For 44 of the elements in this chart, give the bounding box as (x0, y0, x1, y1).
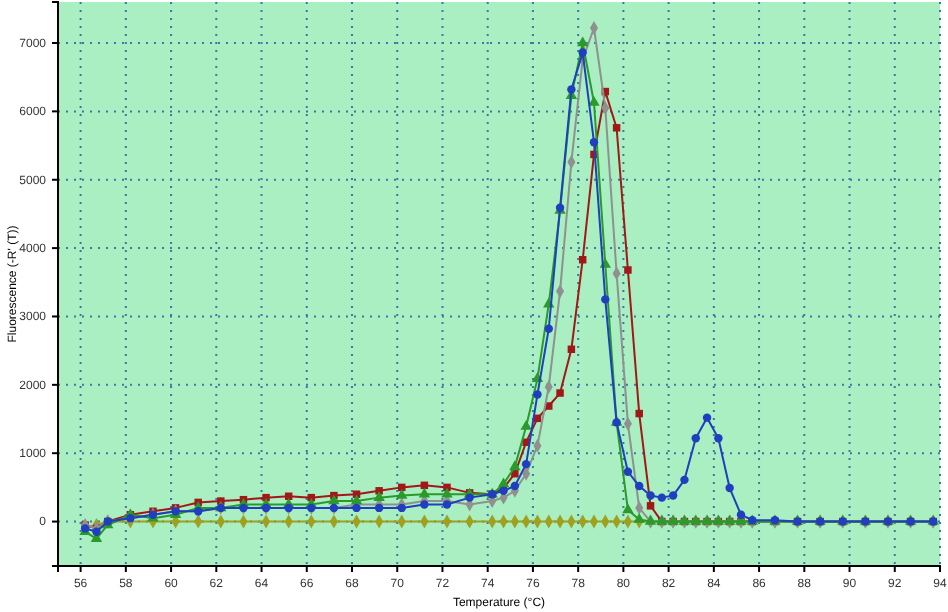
point (420, 500, 429, 509)
point (623, 467, 633, 476)
point (624, 266, 632, 274)
point (646, 502, 655, 510)
point (622, 503, 634, 514)
point (633, 512, 645, 523)
point (520, 419, 532, 430)
point (702, 413, 712, 422)
point (668, 491, 678, 500)
point (217, 497, 225, 505)
point (374, 503, 384, 513)
point (350, 494, 363, 505)
point (352, 503, 361, 513)
point (567, 85, 576, 94)
point (657, 493, 667, 502)
point (373, 491, 385, 501)
point (588, 95, 600, 106)
point (612, 124, 621, 132)
point (725, 483, 734, 493)
point (396, 489, 408, 499)
point (646, 491, 655, 500)
point (691, 433, 700, 443)
point (418, 487, 431, 498)
point (533, 390, 542, 399)
point (465, 493, 474, 502)
point (397, 503, 406, 513)
point (497, 477, 510, 488)
point (634, 481, 644, 491)
point (441, 487, 453, 498)
point (442, 500, 452, 509)
point (328, 494, 340, 505)
point (601, 295, 610, 304)
point (576, 36, 589, 47)
point (589, 137, 599, 147)
point (736, 510, 746, 519)
point (544, 324, 553, 333)
point (510, 481, 520, 491)
point (509, 460, 521, 471)
point (556, 389, 564, 397)
point (714, 433, 723, 443)
point (680, 475, 689, 485)
point (635, 409, 643, 418)
point (521, 459, 531, 469)
point (578, 48, 587, 57)
